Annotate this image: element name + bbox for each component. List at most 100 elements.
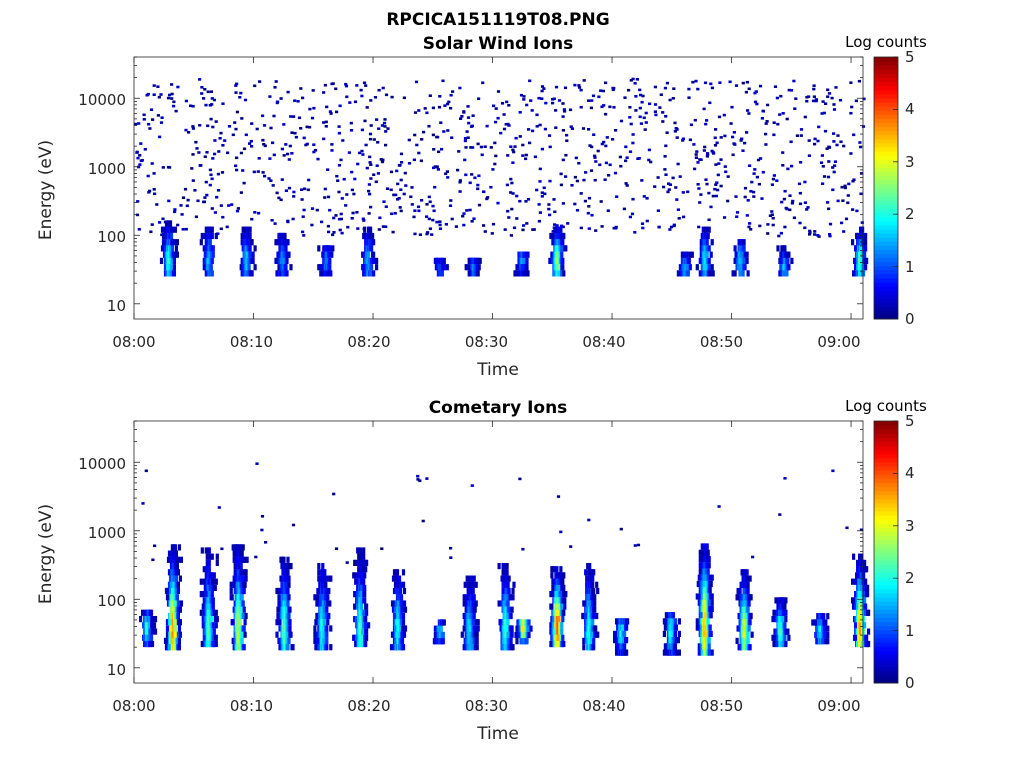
background-count-pixel	[623, 96, 627, 99]
count-pixel	[864, 264, 868, 271]
count-pixel	[855, 572, 859, 579]
count-pixel	[781, 616, 785, 623]
background-count-pixel	[521, 154, 525, 157]
colorbar	[873, 420, 899, 684]
count-pixel	[372, 251, 376, 258]
colorbar-tick-label: 4	[905, 100, 915, 118]
count-pixel	[863, 591, 867, 598]
count-pixel	[393, 575, 398, 582]
background-count-pixel	[832, 170, 836, 174]
background-count-pixel	[540, 195, 544, 198]
count-pixel	[392, 569, 397, 576]
colorbar-segment	[874, 241, 898, 246]
count-pixel	[364, 622, 368, 629]
background-count-pixel	[220, 171, 225, 174]
count-pixel	[398, 581, 403, 588]
count-pixel	[743, 264, 747, 271]
count-pixel	[745, 251, 749, 258]
count-pixel	[616, 624, 620, 631]
count-pixel	[240, 569, 244, 576]
colorbar-segment	[874, 265, 898, 271]
count-pixel	[364, 640, 368, 648]
background-count-pixel	[325, 105, 329, 109]
background-count-pixel	[705, 119, 709, 122]
background-count-pixel	[242, 147, 247, 151]
count-pixel	[591, 575, 595, 582]
background-count-pixel	[334, 214, 338, 217]
count-pixel	[864, 239, 868, 246]
count-pixel	[330, 251, 334, 258]
count-pixel	[476, 270, 480, 277]
background-count-pixel	[274, 80, 278, 83]
background-count-pixel	[261, 171, 265, 174]
ion-burst	[811, 613, 830, 645]
count-pixel	[472, 625, 476, 632]
background-count-pixel	[339, 212, 343, 216]
count-pixel	[393, 606, 398, 613]
background-count-pixel	[384, 205, 388, 208]
colorbar-segment	[874, 89, 898, 95]
background-count-pixel	[656, 176, 660, 179]
colorbar-segment	[874, 601, 898, 606]
colorbar-segment	[874, 163, 898, 169]
background-count-pixel	[403, 171, 407, 175]
count-pixel	[854, 591, 858, 598]
background-count-pixel	[217, 150, 221, 153]
colorbar-segment	[874, 93, 898, 99]
background-count-pixel	[414, 80, 419, 84]
count-pixel	[518, 631, 522, 639]
y-axis-label: Energy (eV)	[36, 140, 56, 240]
background-count-pixel	[390, 95, 394, 99]
background-count-pixel	[687, 87, 691, 91]
count-pixel	[859, 628, 863, 635]
count-pixel	[523, 631, 527, 639]
count-pixel	[676, 270, 680, 277]
count-pixel	[278, 625, 282, 632]
x-tick-label: 08:30	[465, 697, 508, 715]
background-count-pixel	[137, 228, 141, 231]
background-count-pixel	[312, 106, 316, 110]
count-pixel	[552, 616, 556, 623]
count-pixel	[557, 616, 561, 623]
count-pixel	[475, 644, 479, 651]
background-count-pixel	[195, 147, 199, 150]
count-pixel	[707, 637, 711, 644]
background-count-pixel	[262, 143, 266, 146]
count-pixel	[433, 625, 437, 632]
count-pixel	[176, 587, 180, 595]
background-count-pixel	[269, 179, 273, 182]
background-count-pixel	[630, 212, 635, 216]
background-count-pixel	[509, 234, 513, 237]
background-count-pixel	[607, 174, 611, 177]
count-pixel	[323, 619, 327, 626]
count-pixel	[460, 631, 464, 638]
count-pixel	[442, 619, 446, 626]
background-count-pixel	[826, 201, 830, 204]
background-count-pixel	[834, 86, 838, 89]
count-pixel	[319, 270, 323, 277]
background-count-pixel	[340, 197, 344, 200]
background-count-pixel	[526, 198, 531, 201]
background-count-pixel	[386, 127, 390, 130]
background-count-pixel	[766, 103, 770, 107]
background-count-pixel	[637, 157, 641, 160]
background-count-pixel	[816, 139, 820, 143]
count-pixel	[177, 544, 181, 551]
count-pixel	[525, 638, 529, 645]
background-count-pixel	[548, 213, 552, 217]
count-pixel	[865, 257, 869, 264]
background-count-pixel	[365, 166, 369, 170]
background-count-pixel	[294, 135, 298, 139]
background-count-pixel	[369, 205, 373, 209]
background-count-pixel	[150, 162, 154, 165]
count-pixel	[209, 616, 213, 623]
background-count-pixel	[402, 192, 406, 196]
count-pixel	[439, 625, 443, 632]
count-pixel	[214, 609, 218, 616]
count-pixel	[583, 600, 587, 607]
count-pixel	[623, 618, 627, 625]
count-pixel	[316, 600, 320, 607]
count-pixel	[697, 643, 701, 650]
count-pixel	[472, 575, 476, 582]
background-count-pixel	[234, 164, 238, 168]
